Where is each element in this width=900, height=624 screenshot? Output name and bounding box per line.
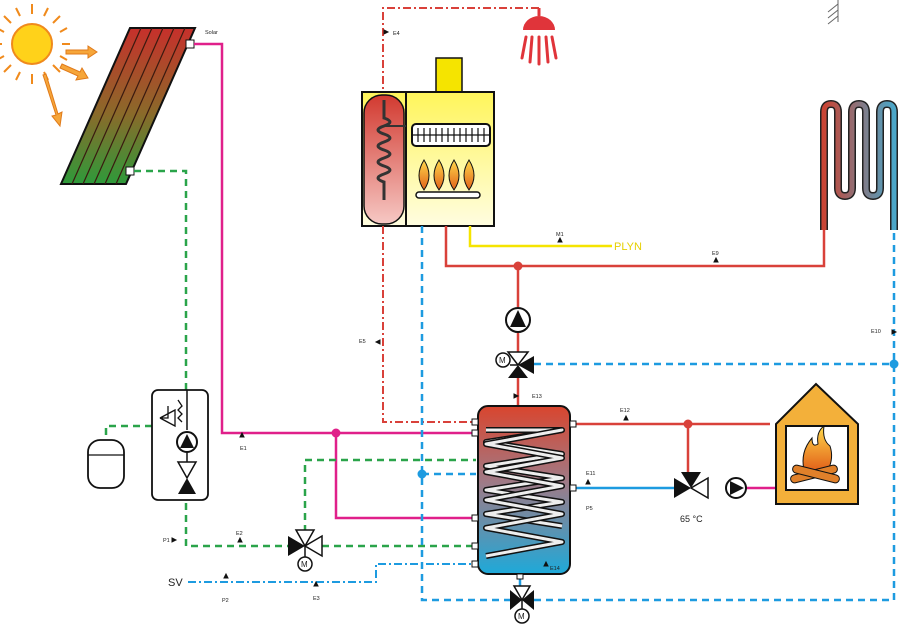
hot-pipe <box>444 226 826 472</box>
junction-dot <box>683 419 693 429</box>
svg-text:M: M <box>301 560 308 569</box>
label-e10: E10 <box>871 329 881 335</box>
label-p1: P1 <box>163 538 170 544</box>
bottom-three-way-valve-icon: M <box>510 585 534 624</box>
circulation-pump-icon <box>505 307 531 333</box>
label-e2: E2 <box>236 531 243 537</box>
solar-collector <box>59 27 197 185</box>
three-way-valve-icon: M <box>495 351 534 378</box>
wall-mark-icon <box>827 0 839 25</box>
label-e5: E5 <box>359 339 366 345</box>
svg-text:M: M <box>499 356 506 365</box>
gas-pipe <box>468 226 612 248</box>
glycol-return-pipe <box>104 169 476 548</box>
label-e3: E3 <box>313 596 320 602</box>
cold-return-pipe <box>420 226 896 602</box>
sun-icon <box>0 4 70 84</box>
junction-dot <box>513 261 523 271</box>
label-e4: E4 <box>393 31 400 37</box>
radiator <box>820 99 898 230</box>
thermostatic-valve-icon <box>674 472 709 500</box>
solar-label: Solar <box>205 30 218 36</box>
label-e14: E14 <box>550 566 560 572</box>
temperature-label: 65 °C <box>680 514 703 524</box>
solar-pipe <box>194 42 476 520</box>
cold-water-supply-pipe <box>188 563 476 583</box>
sensor-markers <box>171 29 898 587</box>
domestic-hot-water-pipe <box>382 7 539 423</box>
gas-boiler <box>361 57 495 227</box>
fireplace-pump-icon <box>725 477 747 499</box>
label-e11: E11 <box>586 471 595 477</box>
label-e12: E12 <box>620 408 630 414</box>
label-e1: E1 <box>240 446 247 452</box>
storage-tank <box>471 405 577 580</box>
label-sv: SV <box>168 577 183 589</box>
label-e13: E13 <box>532 394 542 400</box>
mixing-valve-icon: M <box>288 529 323 572</box>
junction-dot <box>417 469 427 479</box>
junction-dot <box>331 428 341 438</box>
label-p5: P5 <box>586 506 593 512</box>
sun-ray-arrows <box>42 45 98 128</box>
label-m1: M1 <box>556 232 564 238</box>
svg-text:M: M <box>518 612 525 621</box>
shower-head-icon <box>520 8 558 66</box>
label-plyn: PLYN <box>614 241 642 253</box>
burner-flames-icon <box>418 159 475 191</box>
expansion-vessel-icon <box>87 439 125 489</box>
junction-dot <box>889 359 899 369</box>
label-e9: E9 <box>712 251 719 257</box>
label-p2: P2 <box>222 598 229 604</box>
fireplace <box>775 382 859 505</box>
solar-pump-station <box>151 389 209 501</box>
